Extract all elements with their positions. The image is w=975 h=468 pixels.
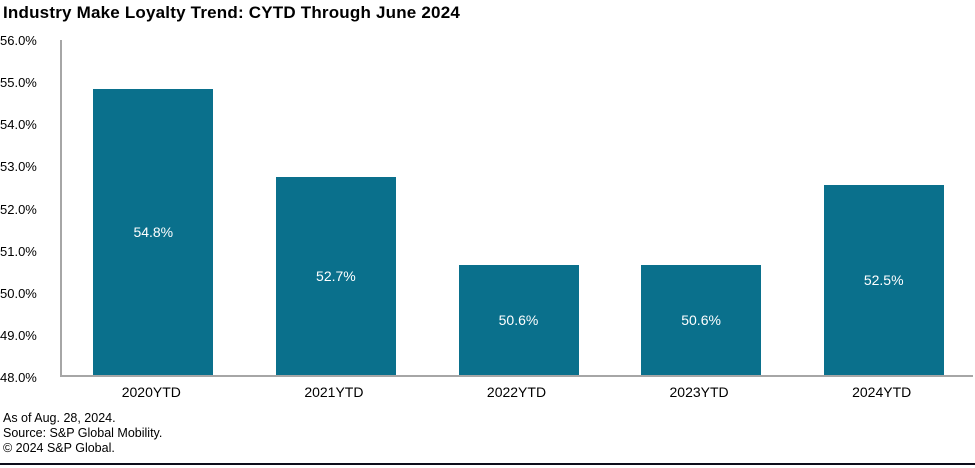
y-tick-label: 56.0% — [0, 33, 37, 48]
y-tick-label: 55.0% — [0, 75, 37, 91]
bar-2021YTD: 52.7% — [275, 177, 396, 375]
bar-data-label: 54.8% — [133, 223, 174, 240]
y-tick-label: 48.0% — [0, 370, 37, 385]
y-tick-label: 54.0% — [0, 117, 37, 133]
y-tick-label: 51.0% — [0, 243, 37, 259]
bar-2023YTD: 50.6% — [641, 265, 762, 375]
bar-2024YTD: 52.5% — [823, 185, 944, 375]
y-tick-label: 53.0% — [0, 159, 37, 175]
y-tick-label: 52.0% — [0, 201, 37, 217]
source-line: Source: S&P Global Mobility. — [3, 426, 163, 440]
x-tick-label-2023YTD: 2023YTD — [669, 384, 729, 400]
bar-data-label: 50.6% — [681, 312, 721, 329]
x-tick-label-2020YTD: 2020YTD — [121, 384, 181, 400]
plot-area: 54.8% 52.7% 50.6% 50.6% 52.5% — [60, 40, 973, 377]
y-tick-label: 50.0% — [0, 285, 37, 301]
bar-2020YTD: 54.8% — [93, 88, 214, 375]
as-of-date: As of Aug. 28, 2024. — [3, 411, 116, 425]
x-axis: 2020YTD 2021YTD 2022YTD 2023YTD 2024YTD — [60, 384, 973, 402]
y-tick-label: 49.0% — [0, 327, 37, 343]
x-tick-label-2021YTD: 2021YTD — [304, 384, 364, 400]
bar-data-label: 50.6% — [498, 312, 539, 329]
x-tick-label-2022YTD: 2022YTD — [486, 384, 547, 400]
copyright-line: © 2024 S&P Global. — [3, 441, 115, 455]
bar-2022YTD: 50.6% — [458, 265, 579, 375]
bottom-rule — [0, 463, 975, 465]
bar-data-label: 52.7% — [316, 268, 356, 284]
bar-data-label: 52.5% — [863, 272, 904, 289]
chart-title: Industry Make Loyalty Trend: CYTD Throug… — [3, 3, 461, 22]
x-tick-label-2024YTD: 2024YTD — [852, 384, 912, 400]
chart-footer: As of Aug. 28, 2024. Source: S&P Global … — [3, 411, 162, 456]
